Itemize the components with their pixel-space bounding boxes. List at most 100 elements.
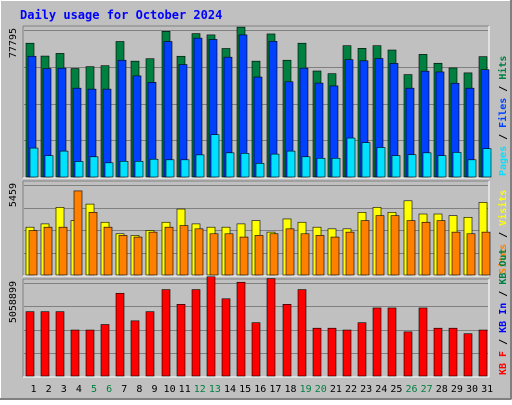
bar-kb-f [115,292,125,377]
bar-pages [331,157,341,178]
bar-files [253,76,263,178]
bar-pages [270,153,280,178]
bar-sites [360,220,370,276]
x-axis-labels: 1 2 3 4 5 6 7 8 9 10 11 12 13 14 15 16 17 18 19 20 21 22 23 24 2… [30,384,493,395]
bar-kb-f [130,320,140,377]
x-tick-label: 12 [194,384,206,395]
bar-sites [148,231,158,276]
bar-pages [361,142,371,178]
bar-kb-f [40,311,50,377]
right-legend: Sites / Visits [497,190,509,274]
panel-hits-files-pages: 77795 Pages / Files / Hits [8,25,509,179]
bar-kb-f [297,289,307,377]
bar-sites [269,233,279,276]
legend-entry: / [498,128,509,146]
legend-entry: KB Out [498,249,509,285]
x-tick-label: 9 [151,384,157,395]
bar-kb-f [100,324,110,377]
x-tick-label: 20 [315,384,327,395]
bar-pages [195,154,205,178]
x-tick-label: 14 [224,384,236,395]
bar-kb-f [327,327,337,377]
legend-entry: / [498,80,509,98]
bar-pages [346,137,356,178]
bar-kb-f [463,333,473,377]
y-max-label: 77795 [8,28,19,58]
bar-kb-f [221,298,231,377]
x-tick-label: 16 [254,384,266,395]
bar-files [163,41,173,178]
bar-sites [43,226,53,276]
bar-kb-f [448,327,458,377]
bar-kb-f [282,304,292,377]
legend-entry: / [498,333,509,351]
bar-pages [210,134,220,178]
x-tick-label: 25 [390,384,402,395]
bar-pages [225,152,235,178]
bar-sites [285,228,295,276]
x-tick-label: 1 [30,384,36,395]
chart-panels: 77795 Pages / Files / Hits 5459 Sites / Vis… [8,25,509,378]
bar-pages [180,159,190,178]
x-tick-label: 8 [136,384,142,395]
legend-entry: Hits [497,56,509,80]
x-tick-label: 10 [164,384,176,395]
x-tick-label: 4 [76,384,82,395]
bar-pages [44,155,54,178]
bar-sites [28,230,38,276]
x-tick-label: 6 [106,384,112,395]
bar-sites [421,221,431,276]
x-tick-label: 30 [466,384,478,395]
bar-sites [133,236,143,276]
legend-entry: Files [497,98,509,128]
x-tick-label: 19 [300,384,312,395]
bar-kb-f [206,276,216,377]
y-max-label: 5058899 [8,281,19,323]
bar-pages [104,162,114,178]
bar-kb-f [357,322,367,377]
x-tick-label: 2 [46,384,52,395]
x-tick-label: 11 [179,384,191,395]
bar-kb-f [403,331,413,377]
bar-kb-f [145,311,155,377]
bar-files [117,59,127,178]
bar-sites [164,226,174,276]
bar-kb-f [372,307,382,377]
bar-kb-f [191,289,201,377]
bar-pages [59,150,69,178]
bar-pages [422,152,432,178]
bar-kb-f [312,327,322,377]
bar-pages [437,155,447,178]
bar-pages [89,156,99,178]
bar-kb-f [418,307,428,377]
x-tick-label: 18 [285,384,297,395]
bar-kb-f [433,327,443,377]
bar-sites [451,231,461,276]
bar-kb-f [55,311,65,377]
x-tick-label: 7 [121,384,127,395]
bar-kb-f [176,304,186,377]
x-tick-label: 22 [345,384,357,395]
bar-pages [119,161,129,178]
bar-sites [73,190,83,276]
bar-kb-f [266,278,276,377]
bar-kb-f [236,281,246,377]
x-tick-label: 21 [330,384,342,395]
bar-sites [375,215,385,276]
bar-sites [390,215,400,276]
chart-title: Daily usage for October 2024 [20,8,222,22]
bar-pages [301,156,311,178]
x-tick-label: 15 [239,384,251,395]
bar-sites [179,225,189,276]
bar-pages [482,148,492,178]
x-tick-label: 29 [451,384,463,395]
bar-pages [165,159,175,178]
panel-visits-sites: 5459 Sites / Visits [8,180,509,277]
bar-sites [254,235,264,276]
legend-entry: KB In [498,303,509,333]
bar-sites [436,220,446,276]
right-legend: Pages / Files / Hits [497,56,509,176]
bar-sites [406,220,416,276]
